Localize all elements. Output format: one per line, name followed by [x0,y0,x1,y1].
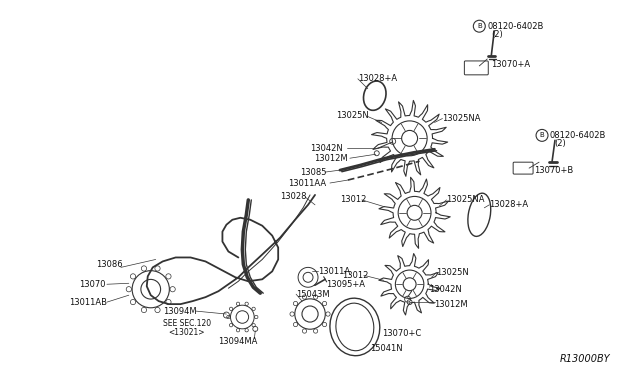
Text: 13094MA: 13094MA [218,337,258,346]
Text: 08120-6402B: 08120-6402B [487,22,543,31]
Text: 13025N: 13025N [336,111,369,120]
Text: 13012M: 13012M [435,299,468,309]
Text: 13028: 13028 [280,192,307,201]
Text: 15041N: 15041N [370,344,403,353]
Text: 13085: 13085 [300,168,326,177]
Text: 13012M: 13012M [314,154,348,163]
Text: 13025N: 13025N [436,268,469,277]
Text: 13025NA: 13025NA [447,195,485,204]
Text: (2): (2) [492,30,503,39]
Text: 13011AA: 13011AA [288,179,326,187]
Text: 13028+A: 13028+A [489,201,529,209]
Text: 13094M: 13094M [163,307,196,315]
Text: 13011AB: 13011AB [69,298,107,307]
Text: 08120-6402B: 08120-6402B [550,131,606,140]
Text: 13012: 13012 [340,195,366,204]
Text: B: B [477,23,482,29]
Text: <13021>: <13021> [169,328,205,337]
Text: 13042N: 13042N [310,144,343,153]
Text: 13086: 13086 [96,260,123,269]
Text: 15043M: 15043M [296,290,330,299]
Text: 13095+A: 13095+A [326,280,365,289]
Text: B: B [540,132,545,138]
Text: 13070+C: 13070+C [381,329,421,339]
Text: 13042N: 13042N [429,285,462,294]
Text: 13028+A: 13028+A [358,74,397,83]
Text: 13070+B: 13070+B [534,166,573,174]
Text: SEE SEC.120: SEE SEC.120 [163,320,211,328]
Text: 13070: 13070 [79,280,106,289]
Text: 13011A: 13011A [318,267,350,276]
Text: 13070+A: 13070+A [492,60,531,70]
Text: (2): (2) [554,139,566,148]
Text: 13025NA: 13025NA [442,114,481,123]
Text: 13012: 13012 [342,271,368,280]
Text: R13000BY: R13000BY [560,354,611,364]
